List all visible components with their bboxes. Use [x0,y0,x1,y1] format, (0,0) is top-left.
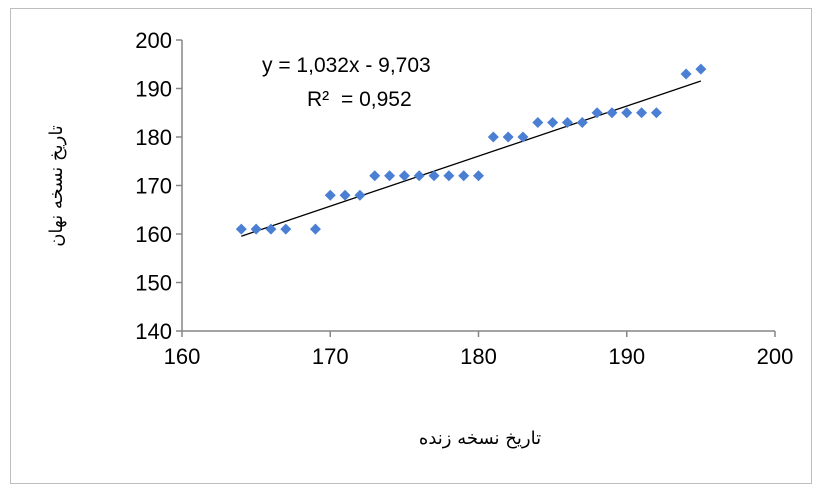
data-point [265,223,277,235]
chart-frame [10,8,812,484]
x-tick-label: 160 [164,344,201,369]
trendline-equation: y = 1,032x - 9,703 [262,54,431,77]
data-point [502,131,514,143]
r-squared-value: = 0,952 [341,88,412,111]
trendline-line [241,80,702,237]
data-point [398,170,410,182]
y-axis-title: تاریخ نسخه نهان [46,125,67,247]
data-point [309,223,321,235]
data-point [636,107,648,119]
data-points [235,63,707,235]
data-point [695,63,707,75]
data-point [650,107,662,119]
data-point [369,170,381,182]
data-point [339,189,351,201]
axes [176,39,776,337]
x-tick-label: 200 [757,344,794,369]
y-tick-label: 140 [135,319,172,344]
data-point [473,170,484,182]
data-point [606,107,618,119]
data-point [561,116,573,128]
data-point [413,170,425,182]
y-tick-label: 160 [135,222,172,247]
data-point [517,131,529,143]
x-tick-labels: 160 170 180 190 200 [164,344,794,369]
data-point [384,170,396,182]
data-point [532,116,544,128]
y-tick-label: 170 [135,174,172,199]
data-point [621,107,633,119]
data-point [250,223,262,235]
data-point [428,170,440,182]
data-point [591,107,603,119]
data-point [354,189,366,201]
data-point [443,170,455,182]
r-squared-label: R² [307,88,329,111]
x-axis-title: تاریخ نسخه زنده [419,428,541,449]
y-tick-label: 190 [135,77,172,102]
x-tick-label: 180 [460,344,497,369]
x-tick-label: 190 [608,344,645,369]
data-point [547,116,559,128]
data-point [680,68,692,80]
y-tick-label: 200 [135,28,172,53]
data-point [576,116,588,128]
y-tick-label: 150 [135,271,172,296]
r-squared-annotation: R² = 0,952 [307,88,412,111]
data-point [458,170,470,182]
y-tick-labels: 140 150 160 170 180 190 200 [135,28,172,344]
trendline [241,80,702,237]
data-point [235,223,247,235]
data-point [324,189,336,201]
y-tick-label: 180 [135,125,172,150]
data-point [487,131,499,143]
data-point [280,223,292,235]
x-tick-label: 170 [312,344,349,369]
